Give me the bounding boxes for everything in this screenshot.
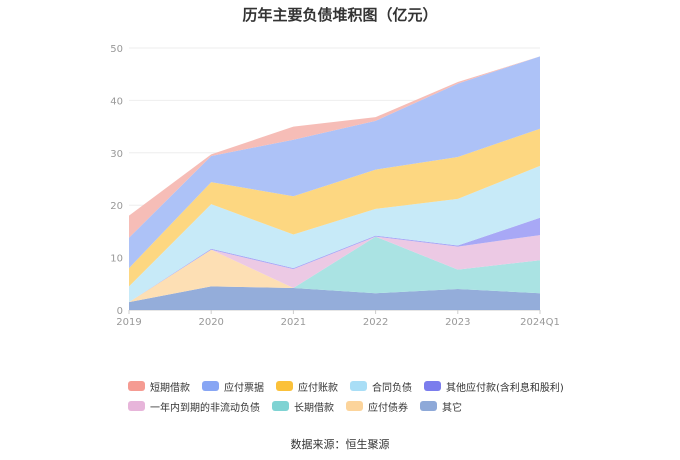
stacked-area-chart: 0 10 20 30 40 50 2019 2020 2021 2022 2023 2024Q1	[110, 44, 560, 328]
legend-swatch	[420, 401, 437, 411]
area-长期借款[interactable]	[129, 236, 540, 303]
legend-item[interactable]: 合同负债	[350, 379, 412, 394]
area-其它[interactable]	[129, 286, 540, 310]
legend-item[interactable]: 应付账款	[276, 379, 338, 394]
legend-swatch	[202, 381, 219, 391]
legend-swatch	[276, 381, 293, 391]
legend-item[interactable]: 短期借款	[128, 379, 190, 394]
legend-swatch	[424, 381, 441, 391]
legend-item[interactable]: 长期借款	[272, 399, 334, 414]
chart-title: 历年主要负债堆积图（亿元）	[242, 6, 438, 24]
x-tick-label: 2019	[116, 317, 141, 328]
legend-label: 短期借款	[150, 382, 190, 394]
legend-row: 短期借款 应付票据 应付账款 合同负债 其他应付款(含利息和股利)	[128, 376, 598, 396]
y-tick-label: 30	[110, 149, 123, 160]
x-tick-label: 2024Q1	[520, 317, 560, 328]
legend-label: 应付票据	[224, 382, 264, 394]
legend-label: 其他应付款(含利息和股利)	[446, 382, 564, 394]
area-应付账款[interactable]	[129, 128, 540, 287]
area-series	[129, 56, 540, 310]
y-tick-label: 10	[110, 254, 123, 265]
area-应付债券[interactable]	[129, 249, 540, 303]
legend-swatch	[272, 401, 289, 411]
legend-item[interactable]: 其它	[420, 399, 462, 414]
legend-swatch	[128, 401, 145, 411]
area-合同负债[interactable]	[129, 165, 540, 303]
legend-item[interactable]: 其他应付款(含利息和股利)	[424, 379, 564, 394]
legend-label: 一年内到期的非流动负债	[150, 402, 260, 414]
x-axis-ticks: 2019 2020 2021 2022 2023 2024Q1	[116, 310, 560, 328]
y-axis-ticks: 0 10 20 30 40 50	[110, 44, 123, 317]
y-tick-label: 20	[110, 201, 123, 212]
x-tick-label: 2022	[363, 317, 388, 328]
legend-swatch	[128, 381, 145, 391]
x-tick-label: 2021	[281, 317, 306, 328]
legend-item[interactable]: 应付票据	[202, 379, 264, 394]
y-tick-label: 0	[117, 306, 123, 317]
area-一年内到期的非流动负债[interactable]	[129, 235, 540, 303]
legend-label: 应付账款	[298, 382, 338, 394]
legend-label: 合同负债	[372, 382, 412, 394]
legend-row: 一年内到期的非流动负债 长期借款 应付债券 其它	[128, 396, 598, 416]
legend-item[interactable]: 一年内到期的非流动负债	[128, 399, 260, 414]
legend-label: 长期借款	[294, 402, 334, 414]
y-tick-label: 50	[110, 44, 123, 55]
legend-label: 应付债券	[368, 402, 408, 414]
legend-item[interactable]: 应付债券	[346, 399, 408, 414]
legend-label: 其它	[442, 402, 462, 414]
legend: 短期借款 应付票据 应付账款 合同负债 其他应付款(含利息和股利) 一年内到期的非流动负债…	[128, 376, 598, 416]
legend-swatch	[346, 401, 363, 411]
y-tick-label: 40	[110, 96, 123, 107]
data-source: 数据来源：恒生聚源	[290, 438, 390, 451]
x-tick-label: 2023	[445, 317, 470, 328]
area-应付票据[interactable]	[129, 56, 540, 269]
x-tick-label: 2020	[198, 317, 223, 328]
legend-swatch	[350, 381, 367, 391]
